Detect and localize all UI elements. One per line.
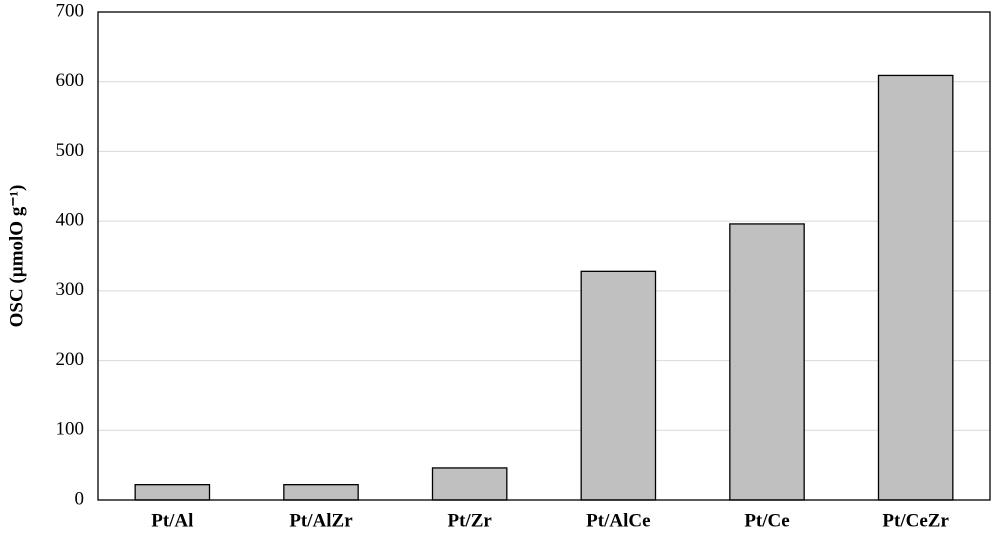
bar	[134, 484, 211, 501]
bar	[580, 270, 657, 501]
x-tick-label: Pt/AlCe	[586, 510, 650, 531]
y-tick-label: 100	[56, 419, 85, 440]
bar	[729, 223, 805, 501]
y-tick-label: 300	[56, 279, 85, 300]
y-tick-label: 200	[56, 349, 85, 370]
bar	[431, 467, 508, 501]
bar	[877, 74, 954, 501]
x-tick-label: Pt/Zr	[448, 510, 493, 531]
y-tick-label: 400	[56, 210, 85, 231]
y-tick-label: 600	[56, 70, 85, 91]
plot-frame	[97, 11, 991, 501]
x-tick-label: Pt/Ce	[744, 510, 789, 531]
bar	[283, 484, 359, 501]
y-tick-label: 700	[56, 0, 85, 21]
y-axis-title: OSC (µmolO g⁻¹)	[6, 185, 27, 328]
x-tick-label: Pt/CeZr	[882, 510, 949, 531]
y-tick-label: 0	[75, 488, 85, 509]
y-tick-label: 500	[56, 140, 85, 161]
x-tick-label: Pt/Al	[151, 510, 193, 531]
x-tick-label: Pt/AlZr	[289, 510, 353, 531]
